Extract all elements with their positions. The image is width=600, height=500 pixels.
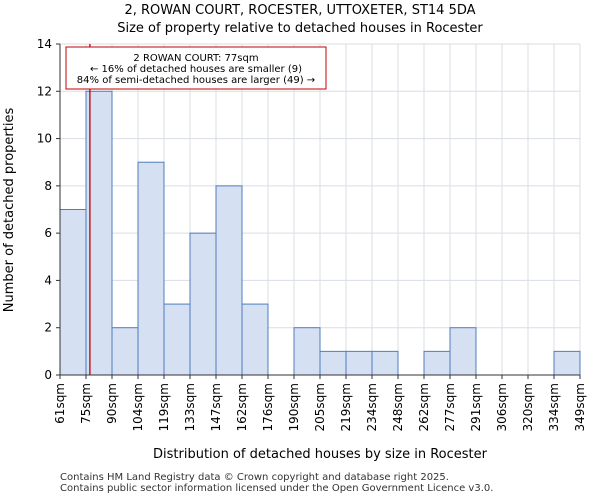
footer-line2: Contains public sector information licen… (60, 483, 494, 494)
y-tick-label: 6 (44, 226, 52, 240)
y-tick-label: 0 (44, 368, 52, 382)
bar (163, 303, 191, 376)
x-tick-label: 234sqm (365, 383, 379, 431)
y-tick-label: 8 (44, 179, 52, 193)
x-tick-label: 219sqm (339, 383, 353, 431)
bar (137, 161, 165, 376)
x-tick-label: 334sqm (547, 383, 561, 431)
bar (111, 327, 139, 376)
bar (449, 327, 477, 376)
footer-line1: Contains HM Land Registry data © Crown c… (60, 472, 449, 483)
annotation-line3: 84% of semi-detached houses are larger (… (77, 75, 315, 86)
x-tick-label: 349sqm (573, 383, 587, 431)
annotation-line2: ← 16% of detached houses are smaller (9) (90, 64, 302, 75)
y-tick-labels: 0 2 4 6 8 10 12 14 (37, 37, 60, 382)
x-tick-label: 248sqm (391, 383, 405, 431)
y-tick-label: 2 (44, 321, 52, 335)
x-tick-label: 104sqm (131, 383, 145, 431)
x-tick-label: 133sqm (183, 383, 197, 431)
annotation-box: 2 ROWAN COURT: 77sqm ← 16% of detached h… (65, 46, 327, 90)
x-tick-label: 291sqm (469, 383, 483, 431)
x-tick-label: 205sqm (313, 383, 327, 431)
x-tick-label: 90sqm (105, 383, 119, 424)
annotation-line1: 2 ROWAN COURT: 77sqm (133, 53, 258, 64)
x-tick-labels: 61sqm 75sqm 90sqm 104sqm 119sqm 133sqm 147sqm 1… (53, 375, 587, 431)
x-tick-label: 119sqm (157, 383, 171, 431)
bar (293, 327, 321, 376)
bar (59, 209, 87, 376)
y-tick-label: 4 (44, 273, 52, 287)
bar (215, 185, 243, 376)
y-axis-label: Number of detached properties (2, 108, 17, 313)
x-tick-label: 262sqm (417, 383, 431, 431)
bar (553, 350, 581, 376)
y-tick-label: 12 (37, 84, 52, 98)
x-tick-label: 320sqm (521, 383, 535, 431)
bar (423, 350, 451, 376)
bar (241, 303, 269, 376)
y-tick-label: 14 (37, 37, 52, 51)
x-axis-label: Distribution of detached houses by size … (153, 447, 488, 462)
bar (319, 350, 347, 376)
x-tick-label: 75sqm (79, 383, 93, 424)
x-tick-label: 147sqm (209, 383, 223, 431)
chart-title-line1: 2, ROWAN COURT, ROCESTER, UTTOXETER, ST1… (124, 3, 475, 18)
x-tick-label: 277sqm (443, 383, 457, 431)
chart-title-line2: Size of property relative to detached ho… (117, 21, 483, 36)
x-tick-label: 61sqm (53, 383, 67, 424)
x-tick-label: 306sqm (495, 383, 509, 431)
bar (345, 350, 373, 376)
y-tick-label: 10 (37, 132, 52, 146)
x-tick-label: 162sqm (235, 383, 249, 431)
x-tick-label: 190sqm (287, 383, 301, 431)
bar (371, 350, 399, 376)
bar (189, 232, 217, 376)
x-tick-label: 176sqm (261, 383, 275, 431)
